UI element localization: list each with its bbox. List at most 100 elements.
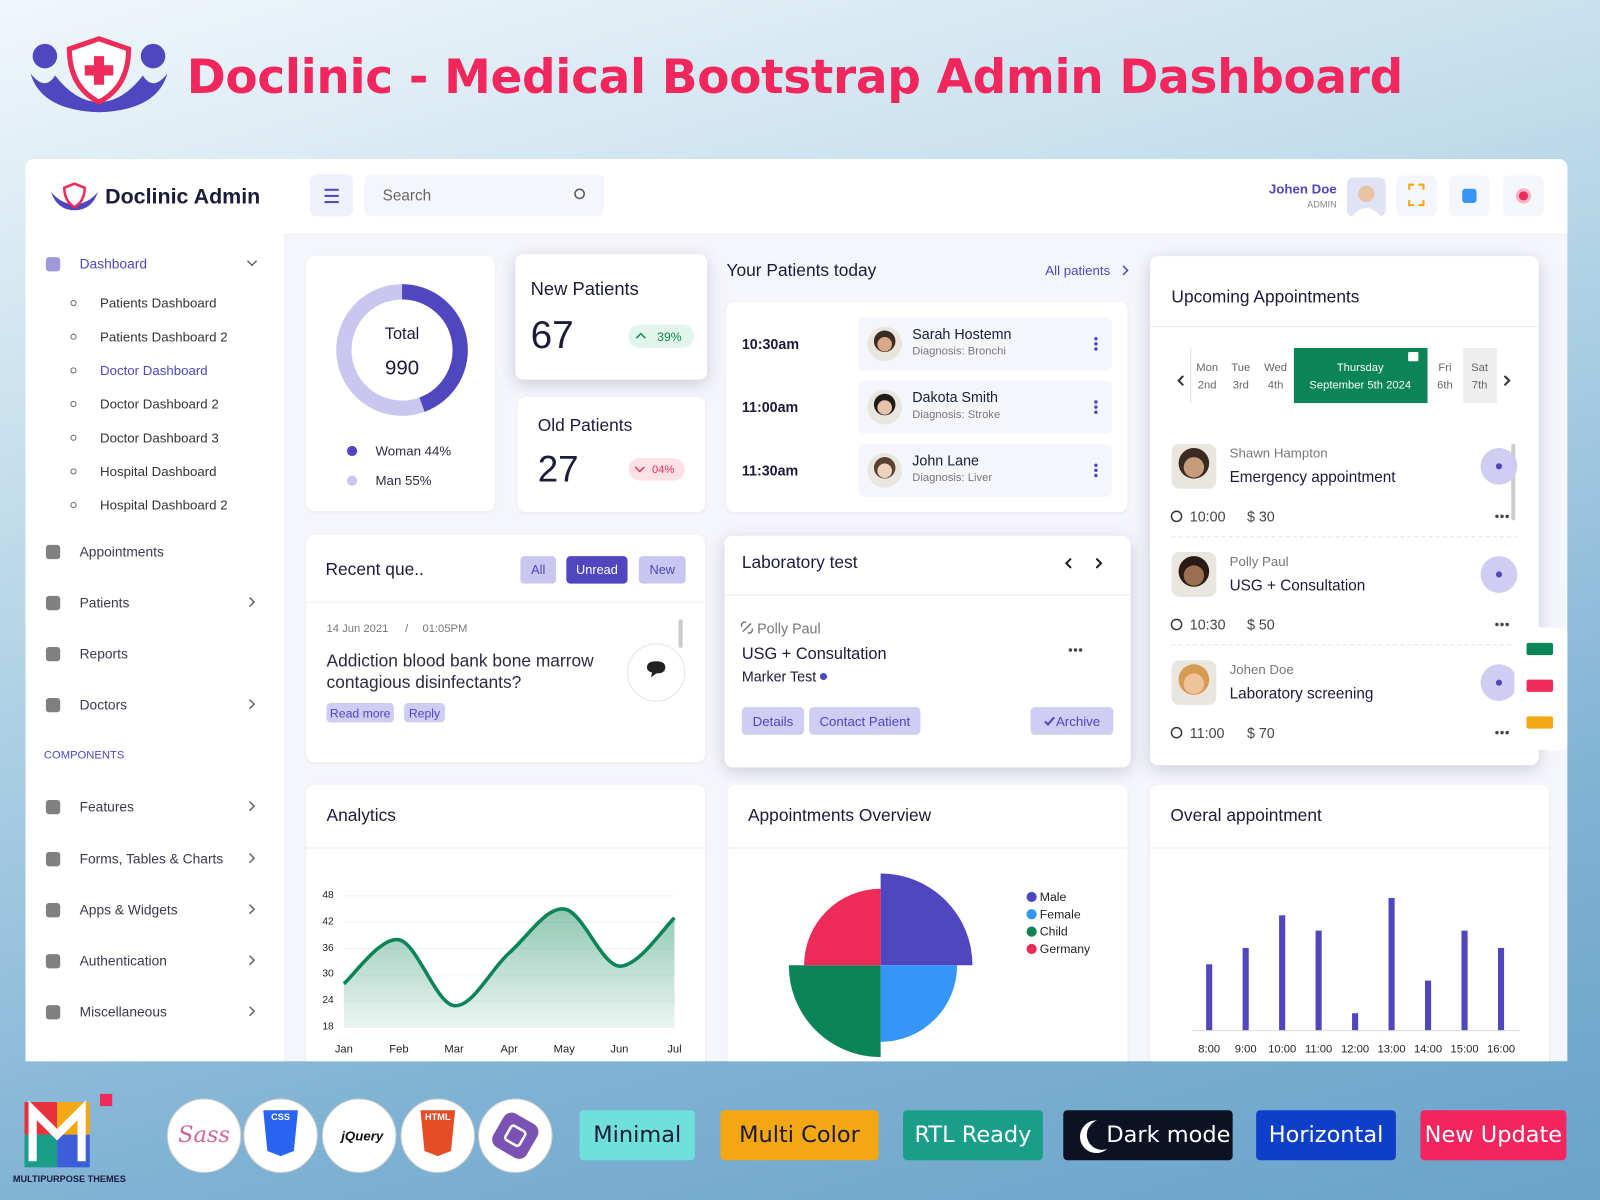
menu-item[interactable]: Doctors <box>79 697 128 713</box>
shield <box>263 1110 298 1157</box>
filter-button[interactable]: New <box>649 562 676 577</box>
patient-diagnosis: Diagnosis: Stroke <box>912 408 1001 421</box>
bar <box>1461 930 1468 1031</box>
polar-segment <box>788 965 881 1058</box>
dot <box>1073 648 1078 652</box>
chevron <box>1095 558 1103 569</box>
tech-label: Sass <box>178 1122 230 1148</box>
submenu-item[interactable]: Patients Dashboard <box>99 295 217 311</box>
menu-item[interactable]: Apps & Widgets <box>79 902 178 918</box>
filter-button[interactable]: Unread <box>576 562 618 577</box>
filter-button[interactable]: All <box>531 562 546 577</box>
x-tick-label: 13:00 <box>1377 1043 1406 1056</box>
submenu-item[interactable]: Doctor Dashboard <box>99 362 208 379</box>
logo-dot <box>99 1093 113 1107</box>
patient-name: John Lane <box>912 452 979 469</box>
footer-brand: MULTIPURPOSE THEMES <box>12 1173 126 1185</box>
link-icon <box>740 621 754 634</box>
menu-item[interactable]: Dashboard <box>79 256 147 272</box>
feature-badge-bg <box>1063 1110 1233 1161</box>
bullet <box>70 333 77 340</box>
badge-bg <box>628 324 694 348</box>
appointment-time: 10:30 <box>1189 616 1226 633</box>
dot <box>1505 514 1509 519</box>
chevron <box>249 955 256 966</box>
action-button[interactable]: Details <box>752 713 794 729</box>
menu-item[interactable]: Appointments <box>79 544 164 560</box>
menu-icon <box>45 544 61 560</box>
submenu-item[interactable]: Hospital Dashboard 2 <box>99 497 228 513</box>
menu-icon <box>45 852 61 867</box>
moon-icon <box>1080 1120 1108 1154</box>
appointment-time: 11:00am <box>741 398 799 416</box>
search-input[interactable]: Search <box>382 187 432 205</box>
legend-dot <box>1026 891 1037 903</box>
dot <box>1094 463 1098 468</box>
menu-icon <box>45 903 61 918</box>
card-title: Overal appointment <box>1170 805 1322 825</box>
action-button-bg <box>741 707 805 735</box>
patient-name: Polly Paul <box>757 620 821 637</box>
chevron <box>249 699 256 709</box>
polar-segment <box>880 965 958 1042</box>
y-tick-label: 24 <box>322 995 334 1007</box>
submenu-item[interactable]: Patients Dashboard 2 <box>99 329 228 345</box>
user-role: ADMIN <box>1307 199 1337 210</box>
avatar-face <box>877 463 892 479</box>
x-tick-label: Mar <box>444 1043 464 1056</box>
stat-change: 39% <box>657 329 682 344</box>
menu-item[interactable]: Miscellaneous <box>79 1004 167 1020</box>
feature-badge-bg <box>579 1110 695 1161</box>
action-button[interactable]: Archive <box>1055 713 1101 729</box>
menu-item[interactable]: Authentication <box>79 953 167 969</box>
filter-button-bg <box>566 556 628 584</box>
feature-badge: Horizontal <box>1268 1121 1384 1148</box>
top-button <box>1395 175 1437 217</box>
chevron <box>249 1006 256 1017</box>
legend-entry: Woman 44% <box>376 444 452 457</box>
action-button[interactable]: Reply <box>408 705 441 720</box>
legend-entry: Man 55% <box>376 474 432 487</box>
action-button[interactable]: Contact Patient <box>819 713 911 729</box>
y-tick-label: 42 <box>322 916 334 928</box>
banner-title: Doclinic - Medical Bootstrap Admin Dashb… <box>186 48 1404 105</box>
bootstrap-mark <box>503 1124 527 1148</box>
menu-item[interactable]: Forms, Tables & Charts <box>79 851 224 867</box>
x-tick-label: 11:00 <box>1304 1043 1333 1056</box>
day-bg <box>1463 347 1497 404</box>
card-title: Recent que.. <box>325 559 424 580</box>
day-selected <box>1293 347 1428 404</box>
menu-icon <box>45 646 61 662</box>
bootstrap-icon <box>492 1112 539 1159</box>
dot <box>1094 410 1098 414</box>
day-name[interactable]: Mon <box>1196 361 1219 374</box>
day-name[interactable]: Thursday <box>1336 361 1384 374</box>
overlay <box>45 175 1554 1058</box>
submenu-item[interactable]: Doctor Dashboard 2 <box>99 396 219 412</box>
clock-icon <box>1170 726 1183 739</box>
day-name[interactable]: Wed <box>1264 361 1287 374</box>
feature-badge: Multi Color <box>739 1121 860 1148</box>
submenu-item[interactable]: Hospital Dashboard <box>99 463 217 480</box>
feature-badge-bg <box>720 1110 879 1161</box>
dot <box>1094 337 1098 341</box>
x-tick-label: 15:00 <box>1450 1043 1479 1056</box>
marker-dot <box>819 672 828 681</box>
day-name[interactable]: Fri <box>1438 361 1452 374</box>
day-name[interactable]: Tue <box>1231 361 1251 374</box>
chevron <box>1122 265 1129 276</box>
dot <box>1505 730 1509 735</box>
dot <box>1495 514 1499 519</box>
link[interactable]: All patients <box>1045 262 1111 279</box>
x-tick-label: 10:00 <box>1268 1043 1297 1056</box>
day-name[interactable]: Sat <box>1471 361 1489 374</box>
action-button[interactable]: Read more <box>329 705 391 720</box>
submenu-item[interactable]: Doctor Dashboard 3 <box>99 430 219 446</box>
clock-icon <box>1170 510 1183 523</box>
test-name: USG + Consultation <box>741 645 887 664</box>
bullet <box>70 434 77 441</box>
menu-item[interactable]: Reports <box>79 646 128 662</box>
menu-item[interactable]: Features <box>79 799 134 815</box>
menu-item[interactable]: Patients <box>79 595 130 611</box>
